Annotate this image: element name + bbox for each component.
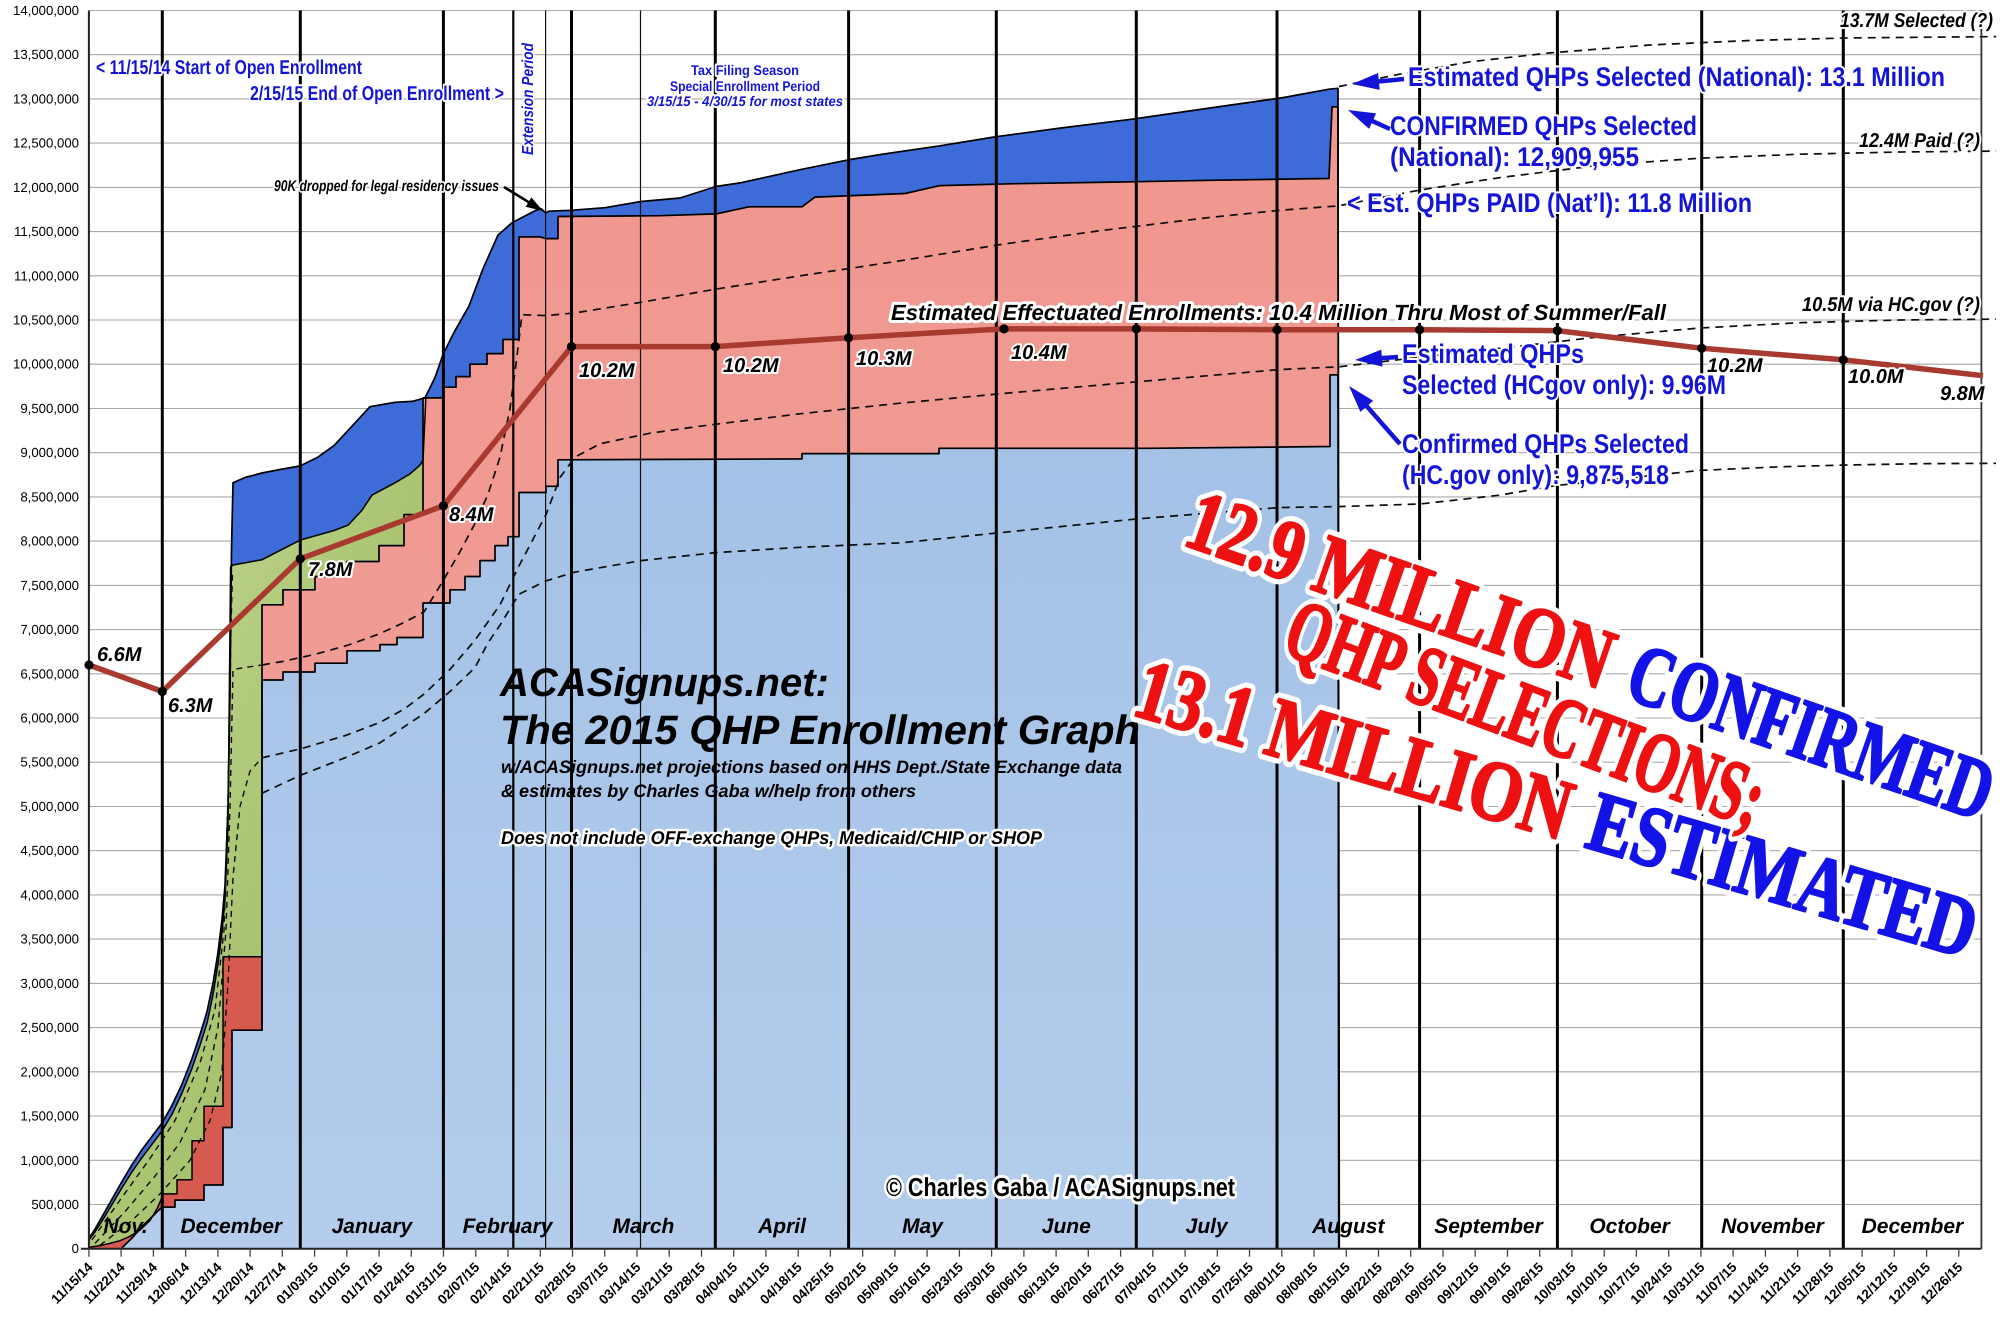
svg-text:0: 0 — [72, 1241, 79, 1256]
svg-text:3,500,000: 3,500,000 — [20, 932, 79, 947]
svg-text:10,000,000: 10,000,000 — [13, 357, 79, 372]
svg-text:6.6M: 6.6M — [97, 644, 143, 666]
svg-text:2,500,000: 2,500,000 — [20, 1020, 79, 1035]
svg-text:< 11/15/14 Start of Open Enrol: < 11/15/14 Start of Open Enrollment — [96, 57, 362, 79]
svg-text:8,000,000: 8,000,000 — [20, 534, 79, 549]
svg-text:& estimates by Charles Gaba w/: & estimates by Charles Gaba w/help from … — [501, 781, 916, 801]
svg-text:1,500,000: 1,500,000 — [20, 1109, 79, 1124]
svg-text:The 2015 QHP Enrollment Graph: The 2015 QHP Enrollment Graph — [500, 707, 1140, 753]
svg-text:4,000,000: 4,000,000 — [20, 887, 79, 902]
svg-text:November: November — [1721, 1215, 1826, 1238]
svg-text:(National): 12,909,955: (National): 12,909,955 — [1390, 142, 1639, 172]
svg-text:August: August — [1311, 1215, 1385, 1238]
svg-text:December: December — [181, 1215, 284, 1238]
svg-text:Does not include OFF-exchange: Does not include OFF-exchange QHPs, Medi… — [501, 827, 1043, 848]
svg-text:11,000,000: 11,000,000 — [14, 268, 79, 283]
svg-text:3,000,000: 3,000,000 — [20, 976, 79, 991]
svg-text:10.3M: 10.3M — [856, 348, 913, 370]
svg-text:13,000,000: 13,000,000 — [13, 91, 79, 106]
svg-text:Confirmed QHPs Selected: Confirmed QHPs Selected — [1402, 429, 1689, 459]
svg-text:14,000,000: 14,000,000 — [13, 3, 79, 18]
svg-text:ACASignups.net:: ACASignups.net: — [499, 661, 829, 705]
svg-text:May: May — [902, 1215, 944, 1238]
svg-text:11,500,000: 11,500,000 — [14, 224, 79, 239]
svg-text:February: February — [463, 1215, 554, 1238]
svg-text:10.4M: 10.4M — [1011, 342, 1068, 364]
svg-text:July: July — [1186, 1215, 1229, 1238]
svg-text:9,000,000: 9,000,000 — [20, 445, 79, 460]
svg-text:Estimated Effectuated Enrollme: Estimated Effectuated Enrollments: 10.4 … — [891, 300, 1667, 325]
svg-text:10.5M via HC.gov (?): 10.5M via HC.gov (?) — [1802, 294, 1980, 316]
svg-text:10.0M: 10.0M — [1848, 366, 1905, 388]
svg-text:October: October — [1589, 1215, 1671, 1238]
svg-text:12.4M Paid (?): 12.4M Paid (?) — [1859, 130, 1980, 152]
svg-text:8,500,000: 8,500,000 — [20, 489, 79, 504]
svg-text:June: June — [1042, 1215, 1091, 1238]
svg-text:4,500,000: 4,500,000 — [20, 843, 79, 858]
svg-text:90K dropped for legal residenc: 90K dropped for legal residency issues — [274, 178, 499, 195]
svg-text:5,000,000: 5,000,000 — [20, 799, 79, 814]
svg-text:April: April — [757, 1215, 807, 1238]
svg-text:7,500,000: 7,500,000 — [20, 578, 79, 593]
svg-text:10.2M: 10.2M — [579, 360, 636, 382]
svg-text:9.8M: 9.8M — [1940, 383, 1986, 405]
svg-text:3/15/15 - 4/30/15 for most sta: 3/15/15 - 4/30/15 for most states — [647, 93, 843, 109]
svg-text:(HC.gov only): 9,875,518: (HC.gov only): 9,875,518 — [1402, 460, 1669, 490]
svg-text:< Est. QHPs PAID (Nat’l): 11.8: < Est. QHPs PAID (Nat’l): 11.8 Million — [1347, 188, 1752, 218]
svg-text:12,000,000: 12,000,000 — [13, 180, 79, 195]
svg-text:6.3M: 6.3M — [168, 695, 214, 717]
svg-text:500,000: 500,000 — [31, 1197, 79, 1212]
svg-text:10.2M: 10.2M — [723, 355, 780, 377]
svg-text:6,500,000: 6,500,000 — [20, 666, 79, 681]
svg-text:1,000,000: 1,000,000 — [20, 1153, 79, 1168]
svg-text:Estimated QHPs: Estimated QHPs — [1402, 339, 1584, 369]
svg-text:6,000,000: 6,000,000 — [20, 711, 79, 726]
svg-text:Selected (HCgov only): 9.96M: Selected (HCgov only): 9.96M — [1402, 370, 1726, 400]
svg-text:7.8M: 7.8M — [308, 559, 354, 581]
svg-text:© Charles Gaba / ACASignups.ne: © Charles Gaba / ACASignups.net — [886, 1172, 1235, 1202]
svg-text:Special Enrollment Period: Special Enrollment Period — [670, 78, 820, 94]
svg-text:10.2M: 10.2M — [1707, 355, 1764, 377]
svg-text:8.4M: 8.4M — [449, 504, 495, 526]
svg-text:March: March — [612, 1215, 674, 1238]
svg-text:9,500,000: 9,500,000 — [20, 401, 79, 416]
svg-text:w/ACASignups.net projections b: w/ACASignups.net projections based on HH… — [501, 757, 1122, 777]
svg-text:7,000,000: 7,000,000 — [20, 622, 79, 637]
svg-text:13.7M Selected (?): 13.7M Selected (?) — [1840, 10, 1993, 32]
svg-text:2,000,000: 2,000,000 — [20, 1064, 79, 1079]
svg-text:September: September — [1434, 1215, 1544, 1238]
svg-text:10,500,000: 10,500,000 — [13, 313, 79, 328]
svg-text:Tax Filing Season: Tax Filing Season — [691, 62, 799, 78]
svg-text:5,500,000: 5,500,000 — [20, 755, 79, 770]
svg-text:2/15/15 End of Open Enrollment: 2/15/15 End of Open Enrollment > — [250, 83, 504, 105]
svg-text:Nov.: Nov. — [103, 1215, 147, 1238]
svg-text:13,500,000: 13,500,000 — [13, 47, 79, 62]
svg-text:Estimated QHPs Selected (Natio: Estimated QHPs Selected (National): 13.1… — [1408, 62, 1945, 92]
svg-text:Extension Period: Extension Period — [520, 42, 537, 155]
svg-text:January: January — [332, 1215, 414, 1238]
svg-text:CONFIRMED QHPs Selected: CONFIRMED QHPs Selected — [1390, 111, 1697, 141]
svg-text:12,500,000: 12,500,000 — [13, 136, 79, 151]
svg-text:December: December — [1862, 1215, 1965, 1238]
